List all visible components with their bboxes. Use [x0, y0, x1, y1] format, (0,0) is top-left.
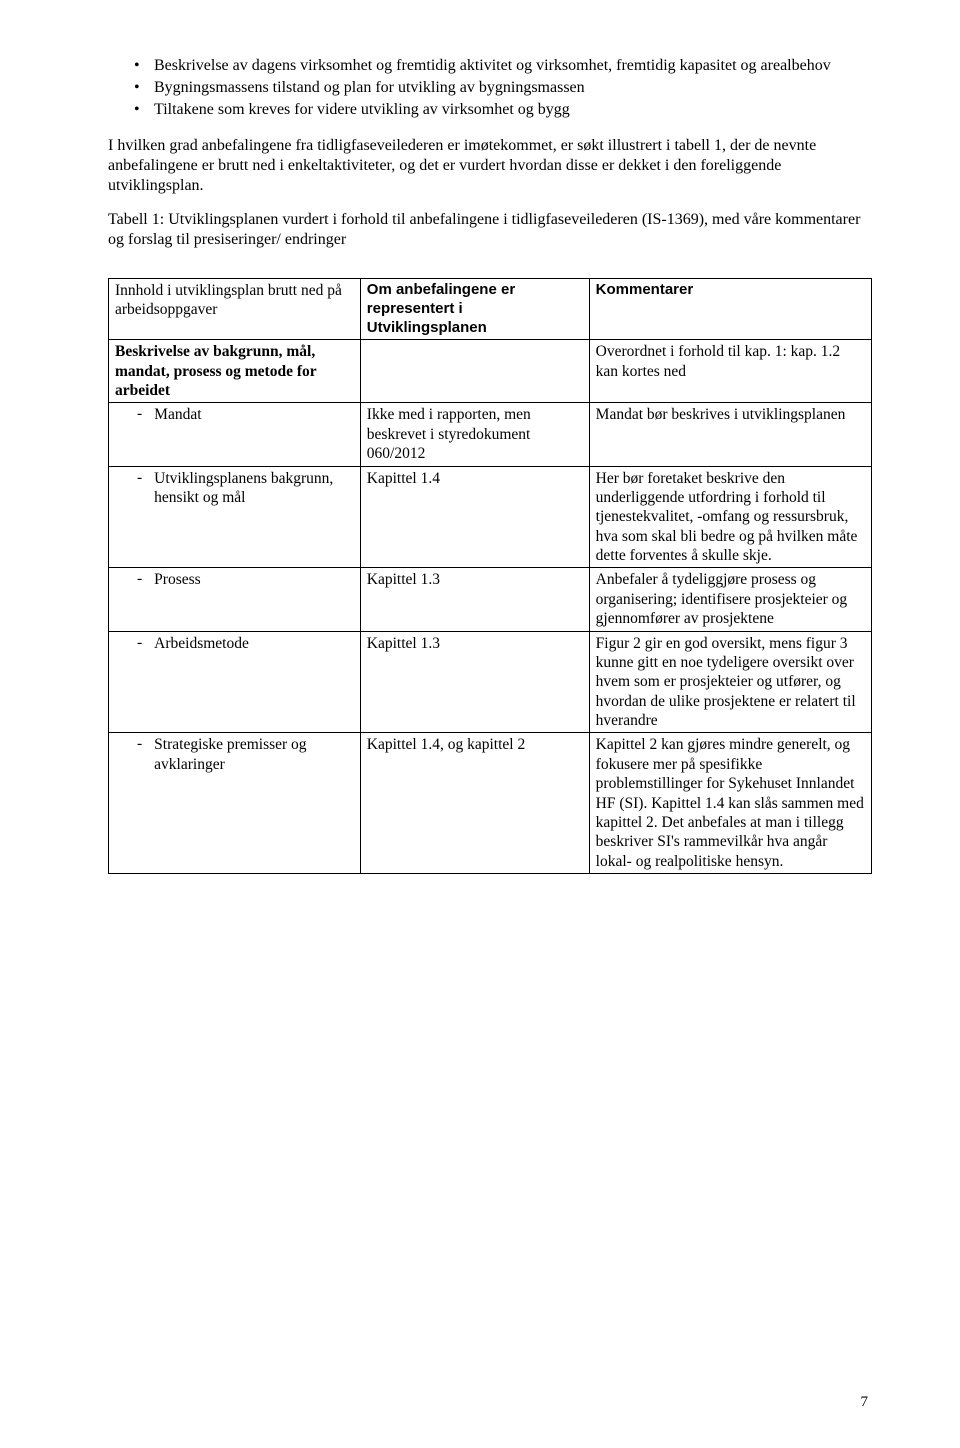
cell: Beskrivelse av bakgrunn, mål, mandat, pr…	[109, 340, 361, 403]
table-row: Beskrivelse av bakgrunn, mål, mandat, pr…	[109, 340, 872, 403]
cell: Figur 2 gir en god oversikt, mens figur …	[589, 631, 871, 733]
cell-text: Mandat	[154, 405, 354, 424]
bullet-text: Beskrivelse av dagens virksomhet og frem…	[154, 57, 831, 74]
table-row: -Utviklingsplanens bakgrunn, hensikt og …	[109, 466, 872, 568]
page-number: 7	[861, 1393, 869, 1412]
paragraph-1: I hvilken grad anbefalingene fra tidligf…	[108, 136, 872, 196]
table-row: -Prosess Kapittel 1.3 Anbefaler å tydeli…	[109, 568, 872, 631]
list-item: Bygningsmassens tilstand og plan for utv…	[134, 78, 872, 98]
cell-text: Utviklingsplanens bakgrunn, hensikt og m…	[154, 469, 354, 508]
paragraph-2: Tabell 1: Utviklingsplanen vurdert i for…	[108, 210, 872, 250]
cell: Ikke med i rapporten, men beskrevet i st…	[360, 403, 589, 466]
dash-icon: -	[115, 634, 154, 653]
cell: Mandat bør beskrives i utviklingsplanen	[589, 403, 871, 466]
cell	[360, 340, 589, 403]
cell-text: Arbeidsmetode	[154, 634, 354, 653]
table-1: Innhold i utviklingsplan brutt ned på ar…	[108, 278, 872, 874]
table-row: -Arbeidsmetode Kapittel 1.3 Figur 2 gir …	[109, 631, 872, 733]
cell: -Utviklingsplanens bakgrunn, hensikt og …	[109, 466, 361, 568]
dash-icon: -	[115, 735, 154, 754]
header-cell-2: Om anbefalingene er representert i Utvik…	[360, 279, 589, 340]
cell: Kapittel 1.4, og kapittel 2	[360, 733, 589, 874]
table-row: -Strategiske premisser og avklaringer Ka…	[109, 733, 872, 874]
cell-text: Strategiske premisser og avklaringer	[154, 735, 354, 774]
cell: Anbefaler å tydeliggjøre prosess og orga…	[589, 568, 871, 631]
cell: -Mandat	[109, 403, 361, 466]
dash-icon: -	[115, 405, 154, 424]
cell: Her bør foretaket beskrive den underligg…	[589, 466, 871, 568]
cell-text: Prosess	[154, 570, 354, 589]
intro-bullet-list: Beskrivelse av dagens virksomhet og frem…	[108, 56, 872, 120]
table-row: -Mandat Ikke med i rapporten, men beskre…	[109, 403, 872, 466]
bullet-text: Tiltakene som kreves for videre utviklin…	[154, 101, 570, 118]
cell: -Strategiske premisser og avklaringer	[109, 733, 361, 874]
cell: Kapittel 1.4	[360, 466, 589, 568]
cell: Overordnet i forhold til kap. 1: kap. 1.…	[589, 340, 871, 403]
cell: Kapittel 2 kan gjøres mindre generelt, o…	[589, 733, 871, 874]
cell: Kapittel 1.3	[360, 631, 589, 733]
header-cell-1: Innhold i utviklingsplan brutt ned på ar…	[109, 279, 361, 340]
dash-icon: -	[115, 469, 154, 488]
cell: Kapittel 1.3	[360, 568, 589, 631]
cell: -Prosess	[109, 568, 361, 631]
cell: -Arbeidsmetode	[109, 631, 361, 733]
header-cell-3: Kommentarer	[589, 279, 871, 340]
table-header-row: Innhold i utviklingsplan brutt ned på ar…	[109, 279, 872, 340]
dash-icon: -	[115, 570, 154, 589]
list-item: Beskrivelse av dagens virksomhet og frem…	[134, 56, 872, 76]
list-item: Tiltakene som kreves for videre utviklin…	[134, 100, 872, 120]
cell-text: Beskrivelse av bakgrunn, mål, mandat, pr…	[115, 343, 316, 399]
bullet-text: Bygningsmassens tilstand og plan for utv…	[154, 79, 585, 96]
